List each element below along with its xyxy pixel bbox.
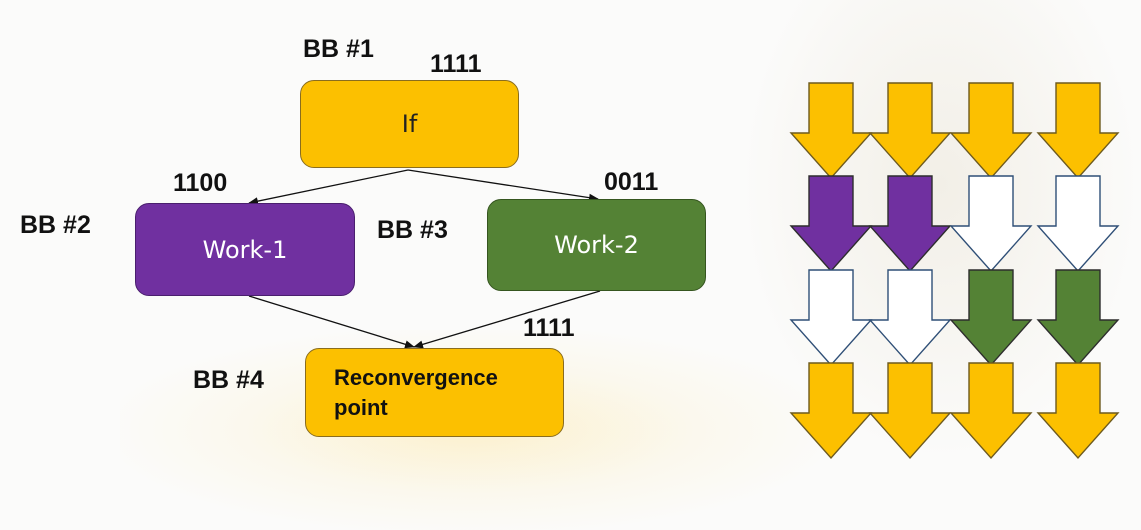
thread-arrow-r3-c4-green bbox=[1036, 269, 1120, 367]
thread-arrow-r3-c3-green bbox=[949, 269, 1033, 367]
thread-arrow-r1-c4-yellow bbox=[1036, 82, 1120, 180]
bb2-mask: 1100 bbox=[173, 169, 228, 197]
bb2-work1-block: Work-1 bbox=[135, 203, 355, 296]
bb4-text-line1: Reconvergence bbox=[334, 364, 498, 390]
thread-arrow-r1-c2-yellow bbox=[868, 82, 952, 180]
thread-arrow-r1-c1-yellow bbox=[789, 82, 873, 180]
bb1-mask: 1111 bbox=[430, 50, 482, 78]
thread-arrow-r4-c1-yellow bbox=[789, 362, 873, 460]
thread-arrow-r1-c3-yellow bbox=[949, 82, 1033, 180]
bb2-text: Work-1 bbox=[202, 235, 288, 264]
thread-arrow-r3-c2-empty bbox=[868, 269, 952, 367]
thread-arrow-r4-c2-yellow bbox=[868, 362, 952, 460]
thread-arrow-r2-c2-purple bbox=[868, 175, 952, 273]
thread-arrow-r2-c1-purple bbox=[789, 175, 873, 273]
bb4-text-line2: point bbox=[334, 394, 388, 420]
thread-arrow-r3-c1-empty bbox=[789, 269, 873, 367]
thread-arrow-r2-c4-empty bbox=[1036, 175, 1120, 273]
bb3-text: Work-2 bbox=[554, 231, 639, 259]
bb1-label: BB #1 bbox=[303, 35, 374, 63]
edge-bb1-bb2 bbox=[248, 169, 409, 206]
bb4-label: BB #4 bbox=[193, 366, 264, 394]
bb1-if-block: If bbox=[300, 80, 519, 168]
edge-bb3-bb4 bbox=[413, 290, 601, 349]
bb4-reconvergence-block: Reconvergence point bbox=[305, 348, 564, 437]
edge-bb1-bb3 bbox=[407, 169, 599, 202]
edge-bb2-bb4 bbox=[248, 295, 415, 349]
bb3-label: BB #3 bbox=[377, 216, 448, 244]
cfg-edges bbox=[248, 169, 601, 349]
thread-arrow-r2-c3-empty bbox=[949, 175, 1033, 273]
bb1-text: If bbox=[401, 110, 418, 138]
thread-arrow-grid bbox=[789, 82, 1120, 460]
bb2-label: BB #2 bbox=[20, 211, 91, 239]
bb3-mask: 0011 bbox=[604, 168, 659, 196]
bb4-mask: 1111 bbox=[523, 314, 575, 342]
thread-arrow-r4-c3-yellow bbox=[949, 362, 1033, 460]
bb3-work2-block: Work-2 bbox=[487, 199, 706, 291]
thread-arrow-r4-c4-yellow bbox=[1036, 362, 1120, 460]
